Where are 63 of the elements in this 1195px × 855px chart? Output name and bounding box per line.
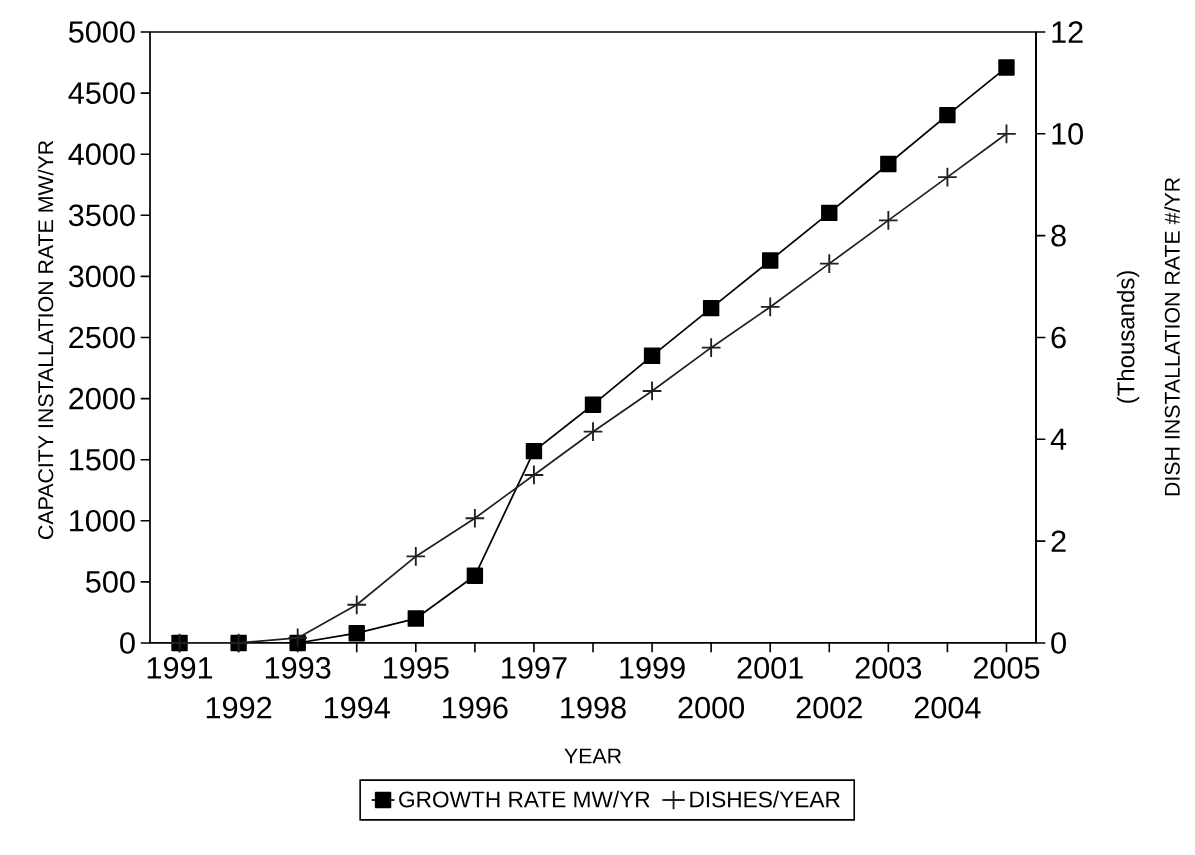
point	[642, 381, 662, 401]
point	[347, 595, 367, 615]
point	[406, 547, 426, 566]
y2-tick-label: 12	[1052, 21, 1083, 43]
x-tick-label: 2001	[737, 657, 803, 679]
point	[524, 465, 544, 485]
point	[702, 299, 720, 317]
x-tick-label: 1997	[502, 657, 567, 679]
point	[465, 508, 485, 528]
y2-tick-label: 8	[1051, 224, 1066, 247]
point	[938, 167, 957, 187]
x-tick-label: 2003	[855, 657, 922, 679]
point	[939, 106, 956, 124]
point	[760, 297, 780, 317]
point	[348, 625, 365, 642]
x-tick-label: 2005	[973, 657, 1040, 679]
x-tick-label: 1995	[384, 657, 449, 679]
y-tick-label: 500	[86, 571, 135, 593]
y-tick-label: 5000	[68, 21, 135, 43]
x-tick-label: 2004	[914, 696, 981, 719]
x-tick-label: 2000	[678, 696, 745, 719]
y-tick-label: 0	[120, 632, 135, 654]
x-tick-label: 1996	[443, 696, 508, 719]
x-tick-label: 1999	[620, 657, 685, 679]
x-tick-label: 1992	[206, 696, 272, 719]
y-tick-label: 3000	[68, 265, 135, 288]
y2-tick-label: 2	[1051, 530, 1066, 552]
y-tick-label: 2000	[69, 387, 135, 410]
point	[998, 59, 1015, 76]
point	[762, 252, 779, 269]
y-tick-label: 4500	[68, 82, 135, 104]
y2-tick-label: 10	[1052, 122, 1083, 145]
point	[407, 610, 425, 627]
point	[466, 567, 484, 584]
point	[525, 442, 543, 460]
y2-tick-label: 6	[1051, 326, 1066, 349]
y-tick-label: 1500	[70, 448, 135, 471]
y2-axis-title: DISH INSTALLATION RATE #/YR	[1164, 177, 1180, 496]
y2-tick-label: 0	[1051, 632, 1066, 654]
point	[819, 254, 839, 273]
point	[821, 204, 838, 222]
x-axis-title: YEAR	[564, 748, 622, 764]
y-axis-title: CAPACITY INSTALLATION RATE MW/YR	[37, 140, 54, 539]
point	[880, 155, 897, 173]
y-tick-label: 1000	[70, 509, 135, 532]
point	[584, 396, 602, 413]
y-tick-label: 2500	[69, 326, 135, 349]
point	[643, 347, 661, 365]
y-tick-label: 3500	[68, 204, 135, 227]
x-tick-label: 1991	[147, 657, 213, 679]
point	[879, 211, 898, 230]
point	[583, 422, 603, 442]
x-tick-label: 1998	[561, 696, 626, 719]
legend-label: GROWTH RATE MW/YR	[399, 790, 650, 808]
point	[701, 338, 721, 357]
y-tick-label: 4000	[68, 143, 135, 166]
point	[288, 628, 308, 648]
text: (Thousands)	[1116, 271, 1140, 403]
legend-label: DISHES/YEAR	[690, 790, 840, 808]
x-tick-label: 1993	[265, 657, 331, 679]
x-tick-label: 2002	[796, 696, 862, 719]
y2-tick-label: 4	[1050, 428, 1067, 450]
x-tick-label: 1994	[324, 696, 390, 719]
